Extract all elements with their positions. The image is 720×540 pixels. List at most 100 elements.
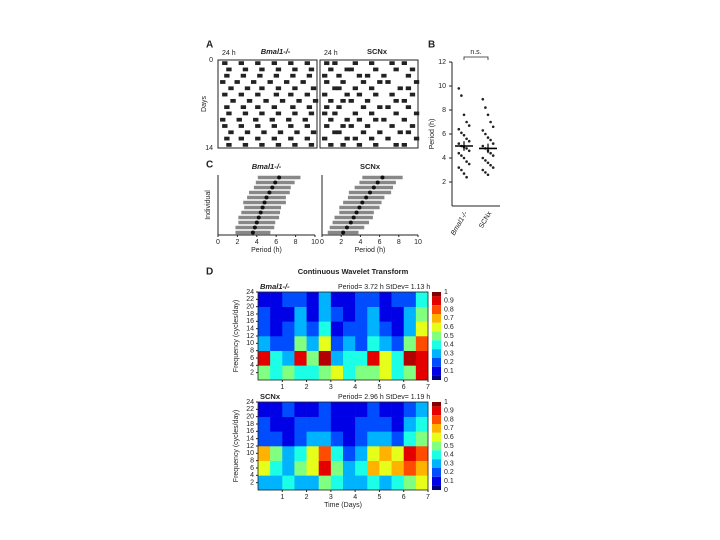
colorbar-segment (432, 432, 441, 442)
heatmap-cell (270, 460, 283, 476)
colorbar-segment (432, 406, 441, 416)
heatmap-cell (330, 431, 344, 447)
colorbar-segment (432, 476, 441, 486)
data-point (484, 171, 487, 174)
activity-bout (275, 86, 282, 91)
colorbar-segment (432, 322, 441, 332)
activity-bout (360, 105, 367, 110)
data-point (491, 142, 495, 145)
colorbar-tick-label: 1 (444, 399, 448, 406)
heatmap-cell (367, 475, 380, 491)
heatmap-cell (379, 446, 392, 461)
activity-bout (377, 105, 383, 110)
heatmap-cell (403, 416, 417, 432)
colorbar-tick-label: 1 (444, 289, 448, 296)
colorbar-tick-label: 0.8 (444, 306, 454, 313)
mean-period (254, 220, 259, 225)
activity-bout (304, 124, 310, 128)
activity-bout (344, 136, 350, 141)
activity-bout (273, 73, 280, 78)
mean-period (360, 200, 365, 205)
heatmap-cell (330, 460, 344, 476)
activity-bout (222, 92, 228, 97)
data-point (467, 162, 471, 166)
activity-bout (286, 117, 292, 122)
heatmap-cell (318, 321, 332, 337)
heatmap-cell (355, 306, 368, 322)
heatmap-cell (330, 321, 344, 337)
activity-bout (393, 142, 399, 147)
heatmap-cell (294, 402, 307, 417)
x-tick-label: Bmal1-/- (450, 210, 470, 237)
data-point (481, 144, 485, 148)
activity-bout (405, 105, 412, 110)
colorbar-segment (432, 340, 441, 350)
activity-bout (377, 130, 383, 135)
colorbar-tick-label: 0.4 (444, 342, 454, 349)
heatmap-cell (391, 460, 405, 476)
heatmap-cell (282, 336, 295, 351)
activity-bout (385, 136, 391, 141)
group-label: Bmal1-/- (260, 282, 290, 291)
activity-bout (348, 98, 354, 103)
activity-bout (240, 105, 247, 110)
heatmap-cell (355, 446, 368, 461)
heatmap-cell (318, 292, 332, 307)
heatmap-cell (258, 350, 271, 366)
activity-bout (405, 130, 412, 135)
heatmap-cell (379, 431, 392, 447)
activity-bout (369, 136, 375, 141)
data-point (481, 129, 485, 132)
activity-bout (238, 92, 244, 97)
heatmap-cell (270, 365, 283, 381)
mean-period (341, 230, 346, 235)
activity-bout (222, 61, 228, 66)
significance-bracket (463, 56, 489, 60)
activity-bout (224, 136, 230, 141)
heatmap-cell (367, 292, 380, 307)
activity-bout (259, 142, 265, 147)
x-tick-label: 6 (378, 239, 382, 246)
activity-bout (328, 67, 334, 72)
heatmap-cell (258, 416, 271, 432)
heatmap-cell (294, 336, 307, 351)
activity-bout (228, 86, 234, 91)
heatmap-cell (391, 416, 405, 432)
heatmap-cell (367, 365, 380, 381)
heatmap-cell (379, 416, 392, 432)
activity-bout (405, 73, 412, 78)
mean-period (262, 200, 267, 205)
heatmap-cell (415, 402, 429, 417)
data-point (460, 168, 463, 172)
activity-bout (409, 92, 416, 97)
activity-bout (352, 136, 358, 141)
heatmap-cell (282, 446, 295, 461)
activity-bout (356, 117, 363, 122)
activity-bout (224, 73, 230, 78)
x-axis-label: Period (h) (355, 247, 386, 254)
heatmap-cell (379, 321, 392, 337)
activity-bout (324, 124, 330, 128)
heatmap-cell (306, 475, 320, 491)
activity-bout (332, 111, 338, 116)
activity-bout (236, 117, 242, 122)
y-tick-label: 14 (246, 436, 254, 443)
heatmap-cell (330, 306, 344, 322)
heatmap-cell (343, 460, 356, 476)
activity-bout (246, 98, 253, 103)
colorbar-tick-label: 0.5 (444, 443, 454, 450)
mean-period (354, 210, 359, 215)
activity-bout (322, 111, 328, 116)
activity-bout (373, 142, 379, 147)
heatmap-cell (258, 292, 271, 307)
activity-bout (277, 130, 284, 135)
heatmap-cell (391, 365, 405, 381)
y-tick-label: 18 (246, 421, 254, 428)
activity-bout (302, 117, 308, 122)
mean-period (252, 225, 257, 230)
activity-bout (306, 73, 313, 78)
activity-bout (385, 80, 391, 84)
heatmap-cell (282, 475, 295, 491)
y-tick-label: 12 (438, 59, 446, 66)
heatmap-cell (343, 431, 356, 447)
